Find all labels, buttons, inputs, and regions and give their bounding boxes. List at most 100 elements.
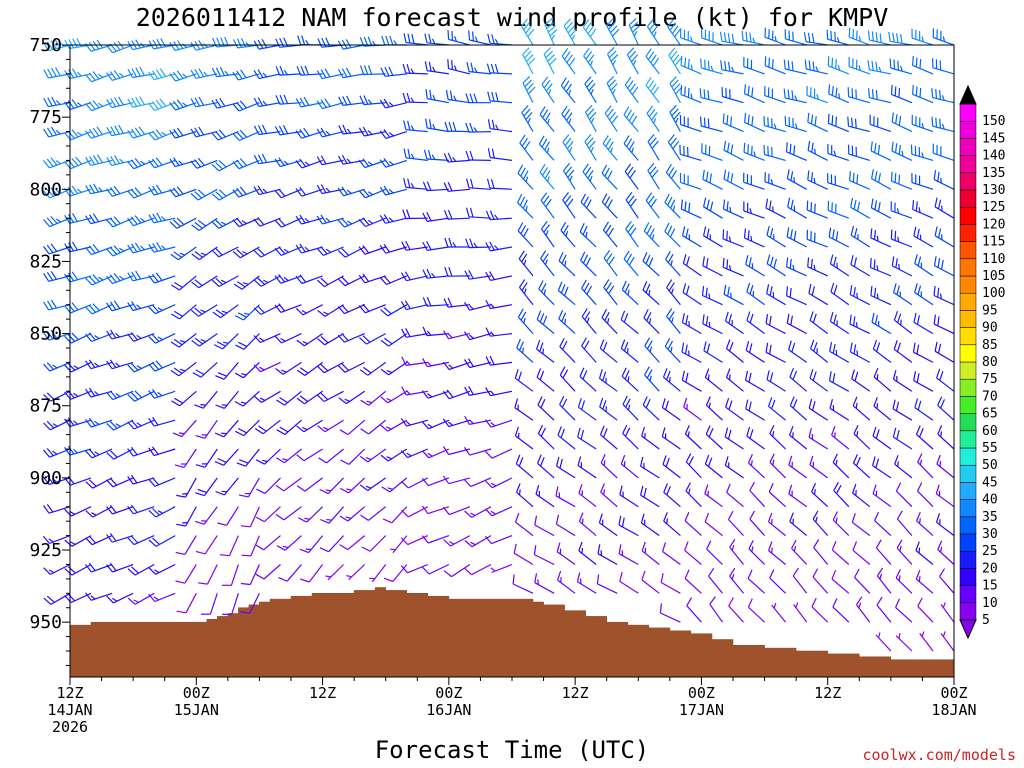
colorbar-swatch [959, 413, 977, 432]
wind-barb [278, 564, 302, 582]
wind-barb [463, 301, 492, 311]
wind-barb [425, 118, 449, 133]
wind-barb [562, 192, 576, 219]
wind-barb [663, 483, 681, 508]
wind-barb [556, 542, 576, 565]
wind-barb [937, 425, 955, 450]
wind-barb [274, 274, 302, 284]
wind-barb [722, 257, 744, 277]
wind-barb [644, 366, 660, 392]
colorbar-swatch [959, 206, 977, 225]
wind-barb [560, 221, 576, 248]
wind-barb [401, 328, 428, 338]
wind-barb [829, 254, 850, 277]
wind-barb [745, 341, 765, 363]
wind-barb [317, 419, 344, 433]
wind-barb [464, 269, 492, 280]
colorbar-swatch [959, 464, 977, 483]
wind-barb [485, 355, 513, 366]
wind-barb [485, 210, 513, 221]
wind-barb [664, 193, 681, 219]
wind-barb [232, 69, 260, 81]
wind-barb [747, 454, 766, 479]
wind-barb [127, 535, 155, 546]
wind-barb [890, 229, 913, 248]
wind-barb [106, 562, 134, 573]
wind-barb [275, 37, 302, 48]
wind-barb [537, 396, 555, 421]
wind-barb [701, 143, 723, 161]
wind-barb [534, 515, 555, 537]
wind-barb [213, 333, 239, 350]
wind-barb [747, 598, 766, 623]
wind-barb [623, 135, 639, 161]
wind-barb [487, 33, 513, 46]
wind-barb [514, 398, 534, 421]
wind-barb [515, 513, 534, 537]
wind-barb [829, 399, 850, 421]
x-tick-label: 12Z [309, 684, 336, 702]
wind-barb [253, 217, 281, 227]
wind-barb [127, 474, 155, 485]
wind-barb [852, 541, 871, 565]
wind-barb [889, 58, 913, 75]
wind-barb [295, 158, 323, 169]
wind-barb [849, 171, 871, 190]
wind-barb [64, 445, 92, 456]
wind-barb [833, 482, 850, 508]
wind-barb [704, 484, 723, 508]
wind-barb [444, 267, 470, 277]
wind-barb [789, 367, 808, 392]
wind-barb [42, 535, 71, 545]
wind-barb [603, 279, 618, 306]
wind-barb [788, 455, 808, 479]
wind-barb [747, 569, 766, 594]
wind-barb [685, 482, 702, 508]
wind-barb [190, 188, 218, 201]
wind-barb [325, 564, 345, 581]
wind-barb [870, 141, 892, 161]
wind-barb [847, 144, 870, 161]
wind-barb [851, 369, 871, 392]
wind-barb [829, 312, 850, 335]
wind-barb [490, 563, 513, 574]
wind-barb [515, 483, 534, 508]
wind-barb [766, 225, 786, 248]
wind-barb [421, 505, 450, 515]
wind-barb [832, 598, 850, 623]
wind-barb [337, 361, 365, 373]
wind-barb [191, 333, 218, 347]
wind-barb [518, 279, 534, 306]
wind-barb [516, 193, 534, 219]
wind-barb [746, 426, 765, 450]
wind-barb [748, 540, 766, 565]
wind-barb [379, 157, 407, 168]
wind-barb [43, 299, 71, 311]
wind-barb [598, 513, 618, 537]
wind-barb [425, 89, 450, 104]
colorbar-label: 80 [982, 355, 998, 370]
wind-barb [275, 94, 302, 105]
wind-barb [106, 359, 134, 370]
x-tick-label: 00Z [688, 684, 715, 702]
colorbar-label: 45 [982, 475, 998, 490]
wind-barb [171, 304, 197, 320]
wind-barb [274, 303, 302, 313]
wind-barb [699, 88, 723, 104]
wind-barb [192, 361, 218, 378]
wind-barb [106, 155, 134, 166]
wind-barb [296, 419, 323, 433]
wind-barb [358, 217, 386, 228]
colorbar-swatch [959, 396, 977, 414]
wind-barb [681, 313, 702, 335]
wind-barb [856, 596, 871, 623]
wind-barb [127, 592, 155, 605]
wind-barb [786, 227, 807, 248]
wind-barb [602, 135, 618, 161]
colorbar-swatch [959, 258, 977, 277]
wind-barb [580, 251, 597, 277]
wind-barb [380, 66, 407, 77]
wind-barb [601, 164, 618, 190]
wind-barb [539, 106, 555, 132]
wind-barb [786, 257, 807, 277]
